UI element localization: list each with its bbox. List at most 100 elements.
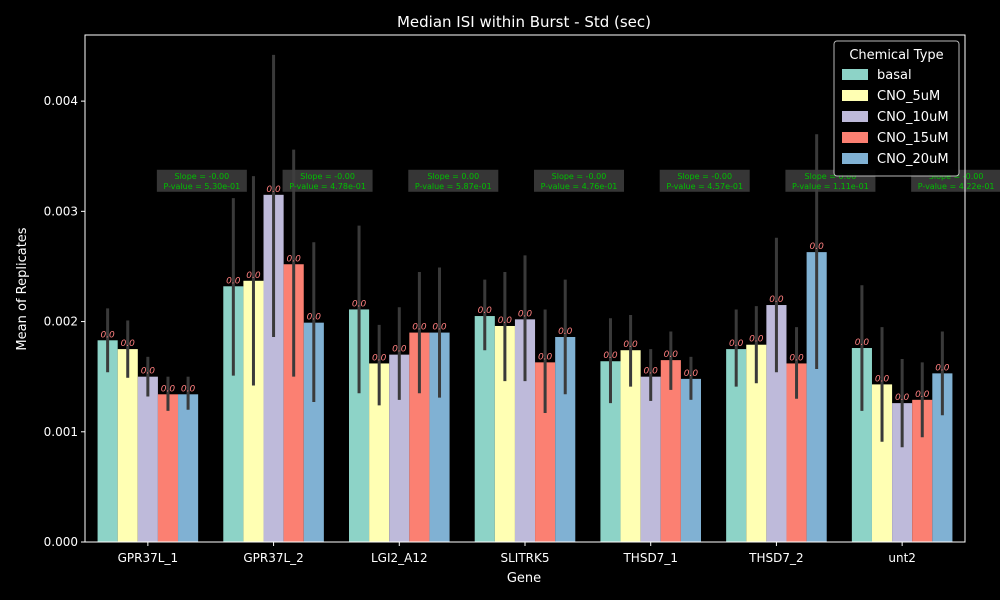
bar-value-label: 0.0 xyxy=(392,345,407,355)
bar-value-label: 0.0 xyxy=(372,353,387,363)
bar xyxy=(871,384,893,542)
annotation-pvalue: P-value = 5.30e-01 xyxy=(163,182,240,191)
bar-value-label: 0.0 xyxy=(895,393,910,403)
bar-value-label: 0.0 xyxy=(287,254,302,264)
annotation-slope: Slope = -0.00 xyxy=(552,172,607,181)
bar xyxy=(726,349,747,542)
x-axis-label: Gene xyxy=(507,571,541,586)
bar xyxy=(514,319,536,542)
plot-area: 0.000 0.001 0.002 0.003 0.004 GPR37L_1 GPR37L_… xyxy=(44,54,1000,565)
bar xyxy=(303,322,324,542)
annotation-box xyxy=(408,169,499,192)
legend-label: CNO_20uM xyxy=(877,152,949,167)
bar xyxy=(283,264,304,542)
bar-value-label: 0.0 xyxy=(875,374,890,384)
bar xyxy=(349,309,370,542)
bar xyxy=(640,376,661,542)
annotation-box xyxy=(659,169,750,192)
legend: Chemical Type basal CNO_5uM CNO_10uM CNO_15u… xyxy=(833,40,960,177)
annotation-pvalue: P-value = 4.22e-01 xyxy=(918,182,995,191)
bar-value-label: 0.0 xyxy=(478,306,493,316)
legend-swatch xyxy=(842,153,868,164)
y-tick-label: 0.002 xyxy=(44,315,78,329)
annotation-box xyxy=(156,169,247,192)
y-tick-label: 0.000 xyxy=(44,535,78,549)
bar xyxy=(429,332,450,542)
annotation-pvalue: P-value = 4.57e-01 xyxy=(666,182,743,191)
bar-value-label: 0.0 xyxy=(498,316,513,326)
bar-value-label: 0.0 xyxy=(789,353,804,363)
bar-value-label: 0.0 xyxy=(266,185,281,195)
bar-value-label: 0.0 xyxy=(141,367,156,377)
legend-swatch xyxy=(842,132,868,143)
x-tick-label: GPR37L_1 xyxy=(118,551,178,565)
bar-value-label: 0.0 xyxy=(915,390,930,400)
legend-label: basal xyxy=(877,68,912,83)
bar xyxy=(97,340,118,542)
bar xyxy=(620,350,641,542)
bar xyxy=(117,349,138,542)
bar-value-label: 0.0 xyxy=(684,369,699,379)
bar xyxy=(892,403,913,542)
legend-swatch xyxy=(842,69,868,80)
bar xyxy=(178,394,199,542)
bar xyxy=(766,305,787,542)
bar xyxy=(263,194,284,542)
bar xyxy=(746,344,767,542)
legend-title: Chemical Type xyxy=(849,48,943,63)
bar-value-label: 0.0 xyxy=(769,295,784,305)
bar xyxy=(786,363,807,542)
bar-value-label: 0.0 xyxy=(518,309,533,319)
annotation-pvalue: P-value = 1.11e-01 xyxy=(792,182,869,191)
annotation-slope: Slope = -0.00 xyxy=(175,172,230,181)
legend-label: CNO_15uM xyxy=(877,131,949,146)
annotation-pvalue: P-value = 4.78e-01 xyxy=(289,182,366,191)
legend-swatch xyxy=(842,111,868,122)
bar xyxy=(660,360,681,542)
bar-value-label: 0.0 xyxy=(729,339,744,349)
annotation-slope: Slope = -0.00 xyxy=(677,172,732,181)
bar xyxy=(474,316,495,542)
bar xyxy=(555,336,576,542)
x-tick-label: LGI2_A12 xyxy=(371,551,428,565)
bar-value-label: 0.0 xyxy=(307,313,322,323)
bar-value-label: 0.0 xyxy=(161,384,176,394)
bar-value-label: 0.0 xyxy=(809,242,824,252)
bar xyxy=(137,376,158,542)
bar xyxy=(223,286,244,542)
bar xyxy=(912,399,933,542)
bar-value-label: 0.0 xyxy=(603,351,618,361)
bar xyxy=(680,378,701,542)
bar-value-label: 0.0 xyxy=(226,276,241,286)
bar xyxy=(535,362,556,542)
y-tick-label: 0.001 xyxy=(44,425,78,439)
legend-label: CNO_5uM xyxy=(877,89,940,104)
bar-value-label: 0.0 xyxy=(855,338,870,348)
bar-value-label: 0.0 xyxy=(558,327,573,337)
bar-value-label: 0.0 xyxy=(749,335,764,345)
y-axis-label: Mean of Replicates xyxy=(15,227,30,350)
plot-frame xyxy=(84,34,966,543)
bar-value-label: 0.0 xyxy=(352,299,367,309)
bar xyxy=(369,363,390,542)
bar-value-label: 0.0 xyxy=(100,330,115,340)
annotation-box xyxy=(534,169,624,192)
annotation-pvalue: P-value = 4.76e-01 xyxy=(541,182,618,191)
annotation-pvalue: P-value = 5.87e-01 xyxy=(415,182,492,191)
bar-value-label: 0.0 xyxy=(181,384,196,394)
bar xyxy=(851,348,872,542)
bar-value-label: 0.0 xyxy=(664,350,679,360)
bar xyxy=(409,332,430,542)
bar xyxy=(932,373,953,542)
bar-value-label: 0.0 xyxy=(623,340,638,350)
bar-value-label: 0.0 xyxy=(412,323,427,333)
annotation-slope: Slope = 0.00 xyxy=(805,172,857,181)
x-tick-label: unt2 xyxy=(888,551,916,565)
bar xyxy=(806,252,827,542)
legend-swatch xyxy=(842,90,868,101)
bar-value-label: 0.0 xyxy=(538,352,553,362)
bar-value-label: 0.0 xyxy=(246,271,261,281)
annotation-slope: Slope = 0.00 xyxy=(427,172,479,181)
bar xyxy=(389,354,410,542)
